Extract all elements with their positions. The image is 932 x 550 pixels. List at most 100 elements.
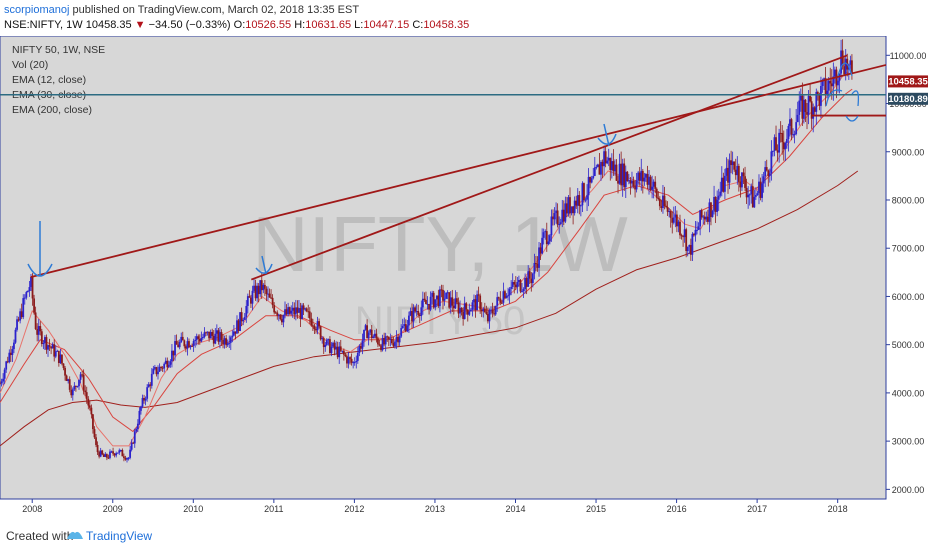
x-tick-label-1: 2009: [103, 504, 123, 514]
candle-body: [311, 325, 314, 327]
candle-body: [341, 350, 344, 352]
candle-body: [744, 176, 746, 188]
ema200-path: [0, 170, 859, 447]
candle-body: [53, 344, 56, 357]
candle-body: [313, 325, 316, 330]
candle-body: [93, 429, 96, 438]
candle-body: [620, 163, 623, 186]
candle-body: [776, 150, 779, 153]
candle-body: [522, 289, 525, 292]
candle-body: [174, 341, 176, 356]
candle-body: [720, 177, 723, 192]
candle-body: [519, 279, 522, 292]
candle-body: [586, 195, 588, 200]
candle-body: [42, 342, 45, 344]
candle-body: [234, 331, 237, 334]
candle-body: [22, 298, 25, 318]
candle-body: [390, 338, 393, 344]
time-axis[interactable]: [0, 499, 886, 518]
candle-body: [505, 295, 508, 298]
candle-body: [654, 181, 657, 189]
candle-body: [697, 226, 700, 230]
candle-body: [756, 193, 759, 196]
candle-body: [739, 181, 742, 188]
candle-body: [209, 332, 212, 339]
candle-body: [315, 329, 317, 331]
candle-body: [810, 101, 813, 119]
candle-body: [640, 170, 643, 181]
candle-body: [153, 367, 156, 369]
candle-body: [538, 247, 540, 268]
candle-body: [88, 405, 91, 408]
legend-ema200: EMA (200, close): [12, 104, 92, 116]
candle-body: [95, 437, 97, 445]
candle-body: [246, 296, 249, 306]
candle-body: [716, 199, 719, 212]
candle-body: [764, 167, 767, 177]
ema30-line: [0, 88, 853, 433]
candle-body: [160, 366, 162, 368]
candle-body: [44, 337, 46, 343]
candle-body: [90, 407, 93, 415]
x-tick-label-6: 2014: [505, 504, 525, 514]
candle-body: [666, 207, 669, 212]
candle-body: [11, 349, 14, 356]
chart-area[interactable]: NIFTY, 1W NIFTY 50 NIFTY 50, 1W, NSE Vol…: [0, 35, 932, 518]
candle-body: [146, 387, 149, 399]
candle-body: [741, 172, 743, 188]
candle-body: [646, 174, 649, 185]
candle-body: [668, 211, 671, 213]
candle-body: [290, 310, 293, 314]
author-link[interactable]: scorpiomanoj: [4, 4, 70, 16]
candle-body: [641, 170, 644, 182]
candle-body: [832, 76, 835, 87]
candle-body: [273, 305, 276, 313]
candle-body: [263, 284, 266, 289]
candle-body: [445, 292, 447, 299]
trendlines[interactable]: [30, 54, 887, 281]
candle-body: [559, 222, 562, 225]
candle-body: [237, 320, 240, 331]
arrow-annotation-2010: [255, 255, 273, 275]
low-label: L:: [354, 19, 364, 31]
x-tick-label-8: 2016: [667, 504, 687, 514]
candle-body: [126, 458, 128, 460]
arrow-annotation-2008: [27, 221, 53, 277]
candle-body: [443, 298, 446, 301]
price-axis[interactable]: [886, 36, 932, 499]
candle-body: [536, 263, 539, 268]
candle-body: [14, 329, 17, 343]
neck-annotation: [845, 115, 859, 122]
candle-body: [689, 245, 692, 255]
plot-background: [0, 36, 886, 499]
chart-svg[interactable]: NIFTY, 1W NIFTY 50 NIFTY 50, 1W, NSE Vol…: [0, 35, 932, 518]
candle-body: [387, 336, 390, 340]
candle-body: [584, 199, 587, 201]
candle-body: [138, 410, 141, 424]
candle-body: [104, 454, 107, 457]
candle-body: [767, 170, 770, 176]
candle-body: [606, 160, 609, 164]
candle-body: [564, 203, 567, 222]
candle-body: [203, 332, 206, 338]
candle-body: [171, 350, 173, 362]
candle-body: [48, 345, 51, 347]
tradingview-link[interactable]: TradingView: [86, 529, 153, 543]
candle-body: [507, 295, 509, 297]
candle-body: [789, 119, 791, 126]
candle-body: [370, 329, 373, 339]
candle-body: [82, 374, 85, 391]
candle-body: [587, 176, 590, 196]
candle-body: [298, 308, 300, 313]
candle-body: [731, 161, 734, 166]
candle-body: [338, 346, 341, 358]
candle-body: [372, 336, 375, 339]
candle-body: [434, 299, 437, 308]
candle-body: [727, 167, 729, 183]
candle-body: [561, 209, 564, 223]
candle-body: [435, 295, 438, 300]
candle-body: [513, 282, 516, 285]
candle-body: [380, 345, 382, 351]
candle-body: [724, 175, 726, 192]
candle-body: [420, 307, 423, 316]
